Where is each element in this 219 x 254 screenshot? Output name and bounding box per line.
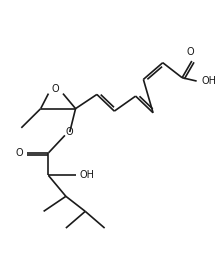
Text: O: O bbox=[187, 47, 194, 57]
Text: O: O bbox=[66, 127, 74, 137]
Text: OH: OH bbox=[80, 170, 95, 180]
Text: O: O bbox=[51, 84, 59, 94]
Text: O: O bbox=[15, 148, 23, 158]
Text: OH: OH bbox=[202, 76, 217, 86]
